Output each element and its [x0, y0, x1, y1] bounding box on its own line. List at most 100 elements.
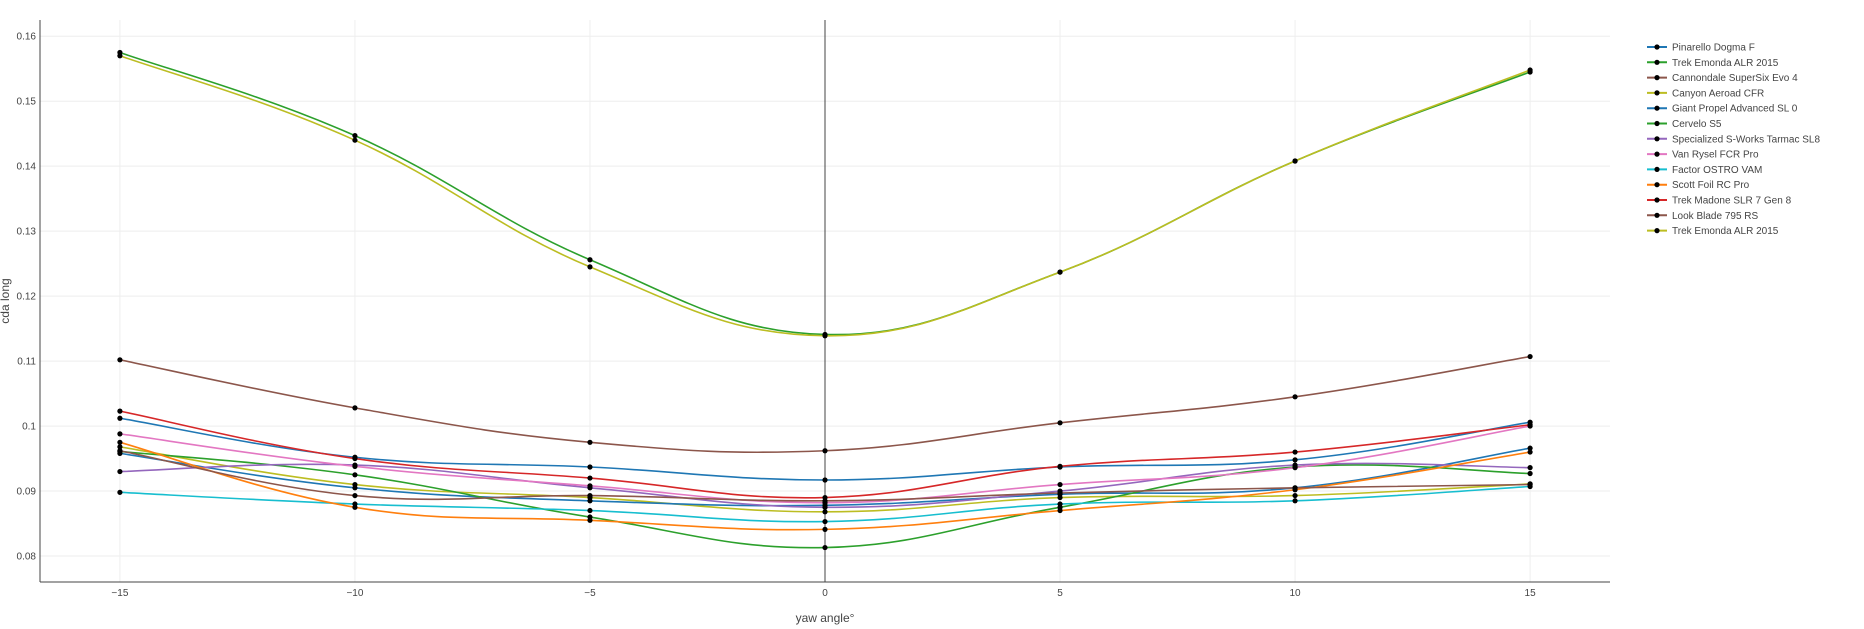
data-point [117, 444, 123, 450]
y-tick-label: 0.08 [17, 552, 37, 563]
data-point [822, 498, 828, 504]
legend-swatch-marker [1654, 182, 1660, 188]
data-point [352, 455, 358, 462]
data-point [352, 492, 358, 499]
legend-swatch-marker [1654, 151, 1660, 157]
data-point [117, 53, 123, 59]
data-point [587, 257, 593, 263]
legend-item[interactable]: Factor OSTRO VAM [1647, 165, 1762, 176]
legend-swatch-marker [1654, 59, 1660, 65]
data-point [587, 492, 593, 499]
data-point [822, 518, 828, 525]
data-point [1527, 449, 1533, 455]
legend-item[interactable]: Cannondale SuperSix Evo 4 [1647, 73, 1798, 84]
x-tick-label: −15 [111, 588, 128, 599]
x-tick-label: 0 [822, 588, 828, 599]
legend-swatch-marker [1654, 75, 1660, 81]
legend-item[interactable]: Trek Madone SLR 7 Gen 8 [1647, 196, 1792, 207]
data-point [822, 509, 828, 515]
legend-swatch-marker [1654, 136, 1660, 142]
data-point [1292, 498, 1298, 504]
legend-label: Van Rysel FCR Pro [1672, 150, 1759, 161]
data-point [1292, 492, 1298, 499]
data-point [1527, 470, 1533, 477]
data-point [1292, 465, 1298, 471]
legend-swatch-marker [1654, 166, 1660, 172]
legend-item[interactable]: Giant Propel Advanced SL 0 [1647, 104, 1798, 115]
legend-swatch-marker [1654, 197, 1660, 203]
data-point [1527, 67, 1533, 73]
data-point [587, 264, 593, 270]
data-point [352, 463, 358, 469]
y-tick-labels: 0.08 0.09 0.1 0.11 0.12 0.13 0.14 0.15 0.16 [17, 32, 37, 563]
legend-item[interactable]: Trek Emonda ALR 2015 [1647, 58, 1779, 69]
data-point [1057, 481, 1063, 488]
legend-item[interactable]: Specialized S-Works Tarmac SL8 [1647, 134, 1820, 145]
x-tick-label: 5 [1057, 588, 1063, 599]
legend-swatch-marker [1654, 105, 1660, 111]
data-point [1292, 457, 1298, 463]
data-point [117, 415, 123, 421]
data-point [587, 464, 593, 470]
data-point [352, 137, 358, 143]
legend-item[interactable]: Look Blade 795 RS [1647, 211, 1759, 222]
data-point [117, 357, 123, 363]
data-point [352, 485, 358, 491]
legend-item[interactable]: Cervelo S5 [1647, 119, 1722, 130]
legend[interactable]: Pinarello Dogma F Trek Emonda ALR 2015 Can… [1647, 43, 1820, 238]
data-point [1292, 485, 1298, 491]
data-point [587, 517, 593, 523]
x-tick-labels: −15 −10 −5 0 5 10 15 [111, 588, 1536, 599]
legend-item[interactable]: Trek Emonda ALR 2015 [1647, 226, 1779, 237]
data-point [822, 526, 828, 532]
y-tick-label: 0.09 [17, 487, 37, 498]
y-tick-label: 0.11 [17, 357, 36, 368]
legend-label: Trek Emonda ALR 2015 [1672, 58, 1779, 69]
data-point [1527, 422, 1533, 428]
legend-label: Look Blade 795 RS [1672, 211, 1759, 222]
legend-item[interactable]: Scott Foil RC Pro [1647, 180, 1750, 191]
data-point [1057, 463, 1063, 469]
y-tick-label: 0.14 [17, 162, 37, 173]
legend-item[interactable]: Canyon Aeroad CFR [1647, 88, 1764, 99]
data-point [1057, 269, 1063, 275]
x-tick-label: −10 [346, 588, 363, 599]
data-point [117, 468, 123, 475]
data-point [352, 472, 358, 478]
data-point [587, 507, 593, 514]
data-point [1292, 394, 1298, 400]
y-tick-label: 0.12 [17, 292, 37, 303]
data-point [587, 483, 593, 489]
legend-label: Trek Emonda ALR 2015 [1672, 226, 1779, 237]
y-tick-label: 0.15 [17, 97, 37, 108]
x-tick-label: 15 [1525, 588, 1537, 599]
legend-item[interactable]: Van Rysel FCR Pro [1647, 150, 1759, 161]
legend-label: Factor OSTRO VAM [1672, 165, 1762, 176]
data-point [117, 431, 123, 437]
data-point [117, 408, 123, 414]
legend-label: Cannondale SuperSix Evo 4 [1672, 73, 1798, 84]
legend-swatch-marker [1654, 90, 1660, 96]
data-point [587, 439, 593, 445]
y-tick-label: 0.16 [17, 32, 37, 43]
data-point [822, 504, 828, 510]
data-point [822, 477, 828, 483]
legend-label: Canyon Aeroad CFR [1672, 88, 1764, 99]
x-tick-label: −5 [584, 588, 596, 599]
legend-swatch-marker [1654, 212, 1660, 218]
data-point [352, 133, 358, 139]
data-point [352, 504, 358, 510]
legend-label: Giant Propel Advanced SL 0 [1672, 104, 1798, 115]
data-point [1527, 481, 1533, 488]
legend-swatch-marker [1654, 228, 1660, 234]
legend-swatch-marker [1654, 44, 1660, 50]
legend-item[interactable]: Pinarello Dogma F [1647, 43, 1755, 54]
data-point [352, 405, 358, 411]
legend-label: Scott Foil RC Pro [1672, 180, 1750, 191]
data-point [587, 498, 593, 504]
legend-label: Specialized S-Works Tarmac SL8 [1672, 134, 1820, 145]
data-point [822, 448, 828, 454]
data-point [1057, 420, 1063, 426]
data-point [1057, 490, 1063, 496]
